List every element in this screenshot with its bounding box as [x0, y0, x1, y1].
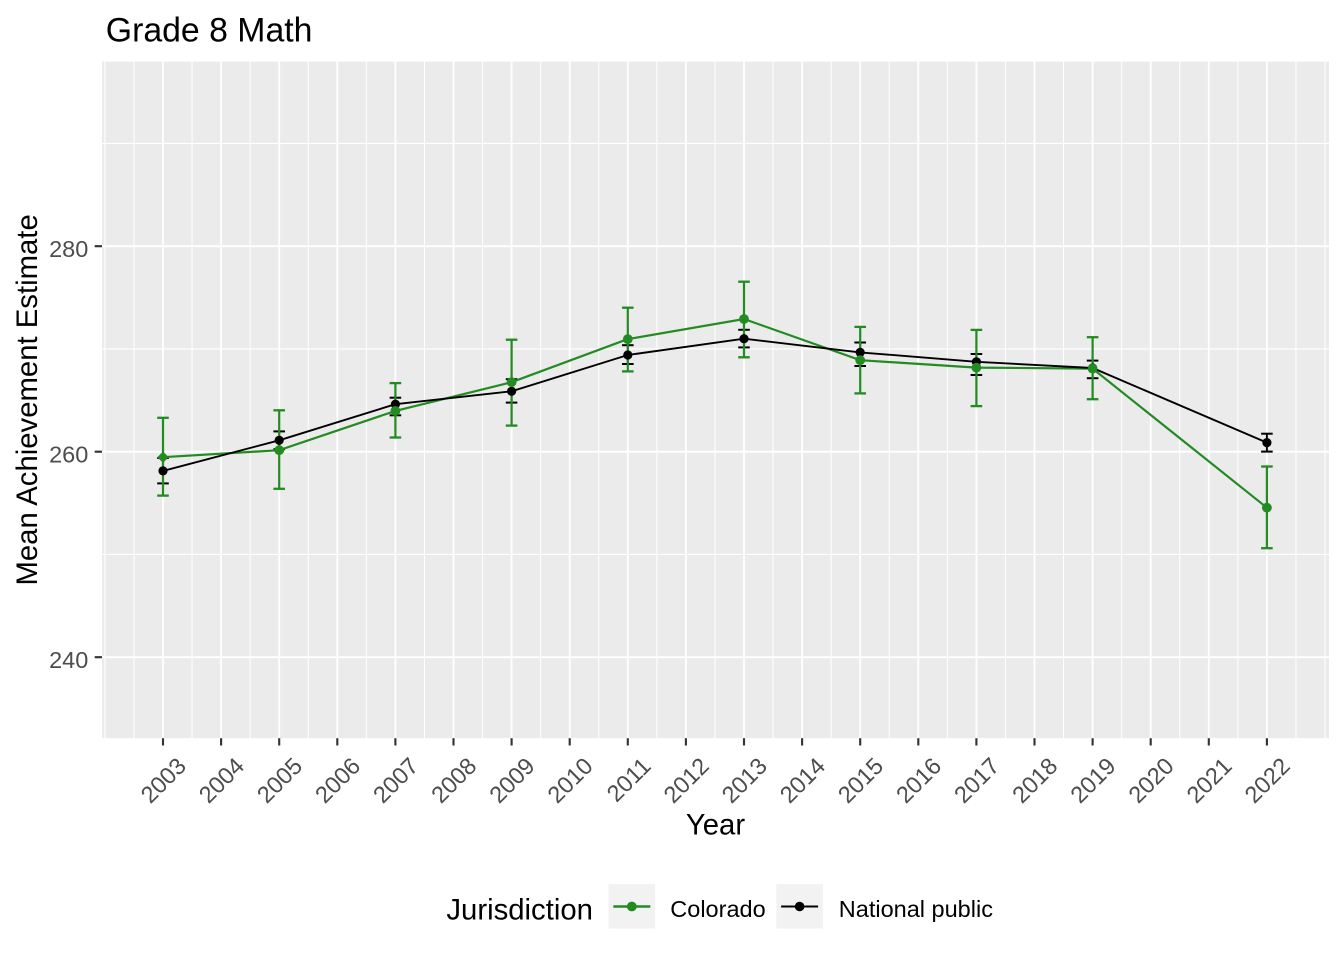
svg-text:260: 260: [49, 441, 88, 467]
svg-text:Mean Achievement Estimate: Mean Achievement Estimate: [11, 214, 44, 585]
svg-text:Colorado: Colorado: [670, 896, 765, 922]
svg-text:Year: Year: [686, 808, 745, 841]
svg-text:Grade 8 Math: Grade 8 Math: [106, 11, 313, 49]
svg-text:National public: National public: [839, 896, 993, 922]
svg-text:240: 240: [49, 647, 88, 673]
svg-text:Jurisdiction: Jurisdiction: [446, 894, 593, 927]
svg-text:280: 280: [49, 236, 88, 262]
